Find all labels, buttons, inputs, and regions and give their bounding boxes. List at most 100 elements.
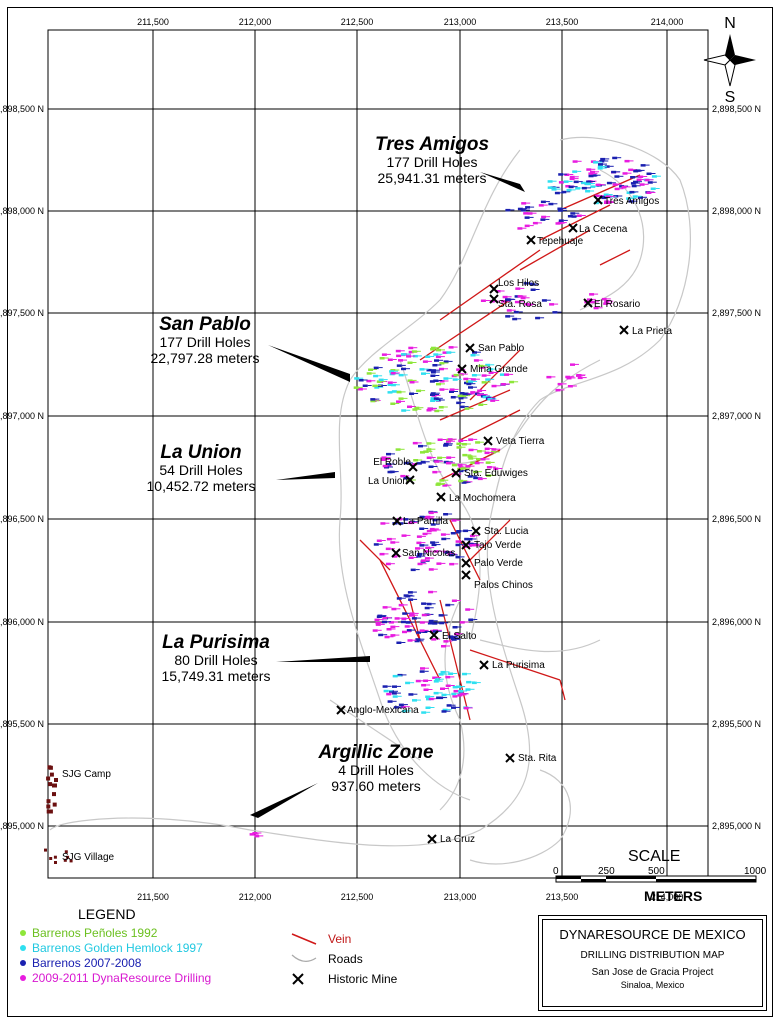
northing-tick-right: 2,895,500 N <box>712 719 761 729</box>
map-frame <box>7 7 773 1017</box>
mine-label: Tepehuaje <box>537 236 584 247</box>
mine-label: Mina Grande <box>470 364 528 375</box>
northing-tick-left: 2,898,500 N <box>0 104 44 114</box>
legend-title: LEGEND <box>78 906 136 922</box>
northing-tick-right: 2,898,500 N <box>712 104 761 114</box>
zone-holes: 177 Drill Holes <box>159 334 250 350</box>
scale-units: METERS <box>644 888 703 904</box>
zone-meters: 937.60 meters <box>331 778 421 794</box>
northing-tick-right: 2,898,000 N <box>712 206 761 216</box>
compass-south-label: S <box>725 89 736 106</box>
coordinate-grid: 211,500 211,500 212,000 212,000 212,500 212,5… <box>0 17 761 902</box>
historic-mine-marker: El Salto <box>429 630 477 642</box>
mine-label: Veta Tierra <box>496 436 545 447</box>
easting-tick-top: 212,000 <box>239 17 272 27</box>
legend-label: Historic Mine <box>328 972 398 986</box>
historic-mine-marker: Sta. Eduwiges <box>451 468 528 479</box>
historic-mine-marker: El Roble <box>373 457 418 472</box>
legend-historic-mine: Historic Mine <box>290 972 397 986</box>
mine-label: El Salto <box>442 631 477 642</box>
mine-label: Tajo Verde <box>474 540 522 551</box>
historic-mine-marker: Palo Verde <box>461 558 523 569</box>
pointer-arrow-icon <box>250 783 318 818</box>
pickaxe-icon <box>461 540 471 550</box>
northing-tick-right: 2,897,500 N <box>712 308 761 318</box>
easting-tick-bottom: 212,000 <box>239 892 272 902</box>
zone-meters: 25,941.31 meters <box>378 170 487 186</box>
pickaxe-icon <box>593 195 603 205</box>
easting-tick-top: 211,500 <box>137 17 169 27</box>
historic-mine-marker: La Parrilla <box>392 516 448 527</box>
zone-title: Tres Amigos <box>375 134 489 155</box>
camp-label: SJG Village <box>62 852 115 863</box>
easting-tick-top: 213,000 <box>444 17 477 27</box>
pointer-arrow-icon <box>276 472 335 480</box>
historic-mine-marker: Sta. Rosa <box>489 294 542 310</box>
region-name: Sinaloa, Mexico <box>620 980 685 990</box>
mine-label: San Nicolas <box>402 548 455 559</box>
northing-tick-left: 2,897,500 N <box>0 308 44 318</box>
mine-label: El Rosario <box>594 299 641 310</box>
pointer-arrow-icon <box>480 172 525 192</box>
easting-tick-bottom: 214,000 <box>651 892 684 902</box>
project-name: San Jose de Gracia Project <box>591 967 714 978</box>
mine-label: La Purisima <box>492 660 545 671</box>
pickaxe-icon <box>405 475 415 485</box>
zone-holes: 4 Drill Holes <box>338 762 413 778</box>
easting-tick-top: 214,000 <box>651 17 684 27</box>
pickaxe-icon <box>436 492 446 502</box>
easting-tick-bottom: 211,500 <box>137 892 169 902</box>
northing-tick-left: 2,897,000 N <box>0 411 44 421</box>
northing-tick-left: 2,898,000 N <box>0 206 44 216</box>
historic-mine-marker: Tepehuaje <box>526 235 584 247</box>
legend: LEGEND Barrenos Peñoles 1992 Barrenos Go… <box>12 906 292 1014</box>
historic-mine-marker: Mina Grande <box>457 364 528 375</box>
historic-mine-marker: Palos Chinos <box>461 570 533 591</box>
pickaxe-icon <box>461 558 471 568</box>
mine-label: Anglo-Mexicana <box>347 705 419 716</box>
zone-holes: 80 Drill Holes <box>174 652 257 668</box>
scale-bar: SCALE 0 250 500 1000 METERS <box>548 848 768 908</box>
easting-tick-bottom: 213,500 <box>546 892 579 902</box>
pickaxe-icon <box>451 468 461 478</box>
northing-tick-left: 2,896,000 N <box>0 617 44 627</box>
mine-label: Palos Chinos <box>474 580 533 591</box>
mine-label: Sta. Eduwiges <box>464 468 528 479</box>
mine-label: Tres Amigos <box>604 196 659 207</box>
easting-tick-bottom: 213,000 <box>444 892 477 902</box>
pickaxe-icon <box>392 516 402 526</box>
easting-tick-bottom: 212,500 <box>341 892 374 902</box>
zone-title: Argillic Zone <box>317 742 434 763</box>
pickaxe-icon <box>336 705 346 715</box>
north-arrow-icon: N S <box>703 15 756 106</box>
scale-label-1000: 1000 <box>744 866 767 877</box>
mine-label: El Roble <box>373 457 411 468</box>
legend-label: Barrenos 2007-2008 <box>32 956 142 970</box>
mine-label: Sta. Lucia <box>484 526 529 537</box>
zone-holes: 177 Drill Holes <box>386 154 477 170</box>
northing-tick-right: 2,896,000 N <box>712 617 761 627</box>
mine-label: Sta. Rita <box>518 753 557 764</box>
historic-mine-marker: Tres Amigos <box>593 195 659 207</box>
scale-label-0: 0 <box>553 866 559 877</box>
cyan-dot-icon <box>20 945 26 951</box>
northing-tick-left: 2,896,500 N <box>0 514 44 524</box>
magenta-dot-icon <box>20 975 26 981</box>
title-block: DYNARESOURCE DE MEXICO DRILLING DISTRIBU… <box>538 915 767 1011</box>
pickaxe-icon <box>429 630 439 640</box>
northing-tick-left: 2,895,500 N <box>0 719 44 729</box>
pointer-arrow-icon <box>276 656 370 662</box>
mine-label: La Union <box>368 476 408 487</box>
pickaxe-icon <box>526 235 536 245</box>
camp-layer: SJG Camp SJG Village <box>44 765 115 864</box>
easting-tick-top: 212,500 <box>341 17 374 27</box>
pickaxe-icon <box>489 294 499 304</box>
pickaxe-icon <box>457 364 467 374</box>
historic-mine-marker: Anglo-Mexicana <box>336 705 419 716</box>
pickaxe-icon <box>483 436 493 446</box>
